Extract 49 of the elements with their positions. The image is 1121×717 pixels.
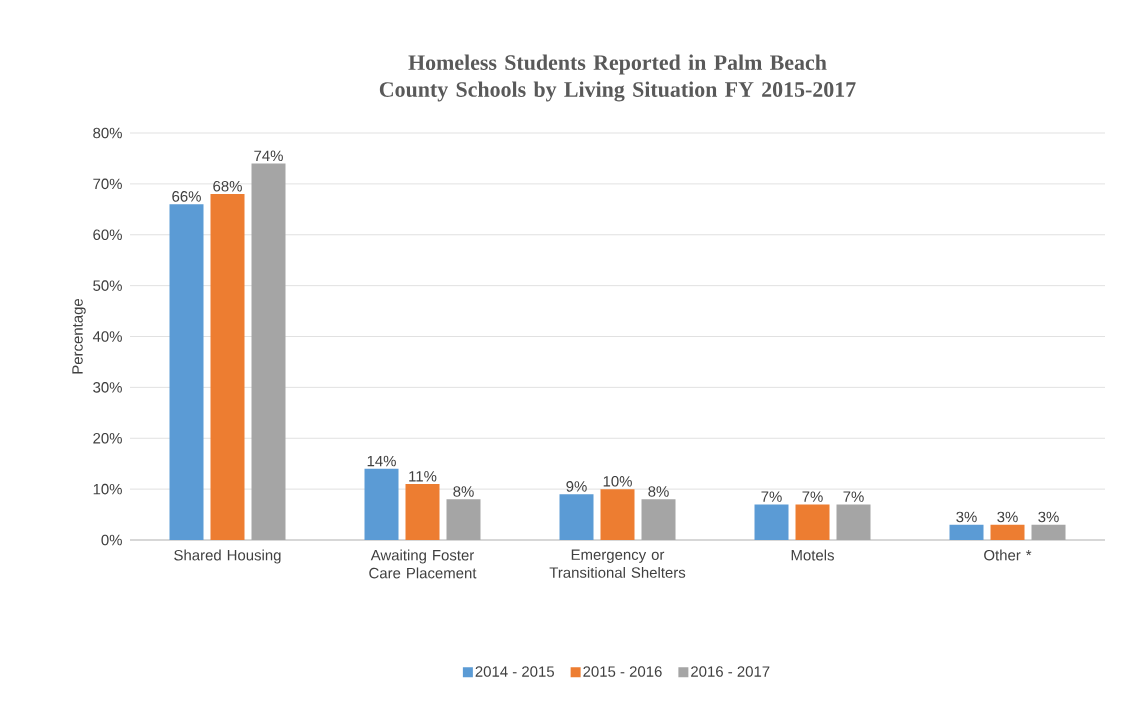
x-tick-label: Motels <box>791 549 834 561</box>
data-label: 66% <box>172 191 201 202</box>
data-label: 3% <box>997 511 1018 523</box>
bar <box>949 524 984 540</box>
data-label: 7% <box>761 491 782 502</box>
bar <box>559 494 594 540</box>
x-tick-label: Other * <box>984 549 1032 561</box>
bar <box>836 504 871 540</box>
legend-label: 2015 - 2016 <box>583 666 662 677</box>
bar <box>1031 524 1066 540</box>
x-tick-label: Shared Housing <box>174 549 281 564</box>
bar <box>405 484 440 540</box>
data-label: 11% <box>409 471 437 482</box>
y-tick-label: 80% <box>93 127 122 139</box>
data-label: 8% <box>648 486 669 497</box>
y-tick-label: 10% <box>93 483 122 495</box>
x-tick-label: Awaiting Foster Care Placement <box>369 549 477 579</box>
bar <box>446 499 481 540</box>
bar <box>210 194 245 540</box>
legend-label: 2016 - 2017 <box>691 666 770 677</box>
data-label: 68% <box>213 180 242 192</box>
data-label: 7% <box>802 491 823 502</box>
data-label: 10% <box>603 476 632 487</box>
y-tick-label: 40% <box>92 331 122 342</box>
y-axis-title: Percentage <box>72 298 86 374</box>
bar <box>169 204 204 540</box>
y-tick-label: 30% <box>93 382 122 393</box>
y-tick-label: 50% <box>93 280 122 291</box>
y-tick-label: 70% <box>93 178 122 190</box>
chart-title: Homeless Students Reported in Palm Beach County Schools by Living Situation FY 2015-2017 <box>379 54 856 102</box>
data-label: 3% <box>956 511 977 523</box>
y-tick-label: 60% <box>93 229 122 241</box>
bar <box>990 524 1025 540</box>
bar <box>364 468 399 540</box>
x-tick-label: Emergency or Transitional Shelters <box>549 549 686 578</box>
bar <box>641 499 676 540</box>
bar <box>754 504 789 540</box>
data-label: 14% <box>367 455 396 467</box>
bar <box>600 489 635 540</box>
data-label: 9% <box>566 481 587 492</box>
bar <box>251 163 286 540</box>
bar <box>795 504 830 540</box>
data-label: 74% <box>254 150 283 162</box>
legend-label: 2014 - 2015 <box>475 666 554 677</box>
data-label: 3% <box>1038 511 1059 523</box>
data-label: 7% <box>843 491 864 502</box>
y-tick-label: 20% <box>93 432 122 444</box>
y-tick-label: 0% <box>101 534 122 546</box>
data-label: 8% <box>453 486 474 497</box>
